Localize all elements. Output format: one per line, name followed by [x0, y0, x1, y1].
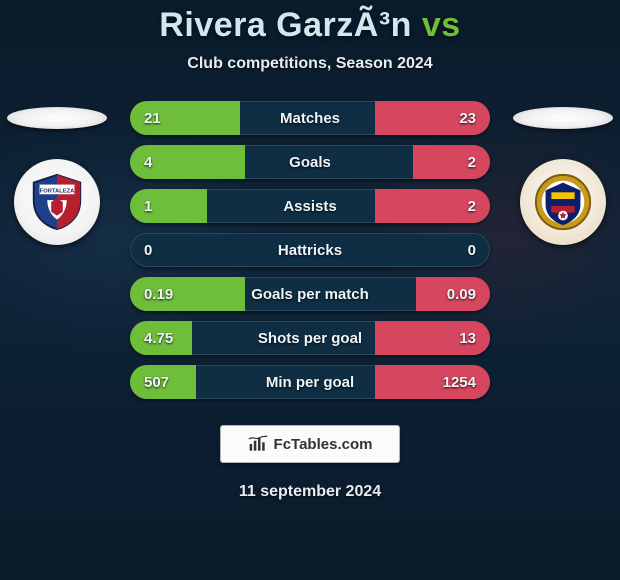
- vs-text: vs: [422, 6, 461, 44]
- brand-badge: FcTables.com: [220, 425, 400, 463]
- stat-row: 1Assists2: [130, 189, 490, 223]
- brand-text: FcTables.com: [274, 436, 373, 453]
- stat-right-value: 0.09: [442, 286, 490, 303]
- svg-text:FORTALEZA: FORTALEZA: [40, 188, 75, 194]
- stat-label: Shots per goal: [178, 330, 442, 347]
- stat-row: 4.75Shots per goal13: [130, 321, 490, 355]
- stat-right-value: 0: [442, 242, 490, 259]
- player1-avatar-placeholder: [7, 107, 107, 129]
- deportivo-pasto-crest-icon: [532, 171, 594, 233]
- stat-left-value: 1: [130, 198, 178, 215]
- player1-club-crest: FORTALEZA: [14, 159, 100, 245]
- page-title: Rivera GarzÃ³n vs: [159, 6, 460, 45]
- fortaleza-crest-icon: FORTALEZA: [26, 171, 88, 233]
- stat-label: Goals: [178, 154, 442, 171]
- stat-left-value: 4: [130, 154, 178, 171]
- player2-avatar-placeholder: [513, 107, 613, 129]
- stat-label: Assists: [178, 198, 442, 215]
- stat-left-value: 507: [130, 374, 178, 391]
- stat-bars: 21Matches234Goals21Assists20Hattricks00.…: [130, 101, 490, 399]
- stat-row: 507Min per goal1254: [130, 365, 490, 399]
- stat-row: 4Goals2: [130, 145, 490, 179]
- stat-label: Matches: [178, 110, 442, 127]
- stat-left-value: 0: [130, 242, 178, 259]
- stat-right-value: 13: [442, 330, 490, 347]
- player1-name: Rivera GarzÃ³n: [159, 6, 412, 44]
- stat-row: 21Matches23: [130, 101, 490, 135]
- right-side: [508, 101, 618, 245]
- comparison-panel: FORTALEZA 21Matches234Goals21Assists20Ha…: [0, 101, 620, 399]
- stat-right-value: 2: [442, 198, 490, 215]
- stat-left-value: 0.19: [130, 286, 178, 303]
- left-side: FORTALEZA: [2, 101, 112, 245]
- footer-date: 11 september 2024: [239, 483, 381, 501]
- stat-right-value: 23: [442, 110, 490, 127]
- stat-left-value: 4.75: [130, 330, 178, 347]
- stat-right-value: 1254: [442, 374, 490, 391]
- stat-label: Min per goal: [178, 374, 442, 391]
- player2-club-crest: [520, 159, 606, 245]
- stat-label: Hattricks: [178, 242, 442, 259]
- stat-right-value: 2: [442, 154, 490, 171]
- bar-chart-icon: [248, 434, 268, 454]
- stat-label: Goals per match: [178, 286, 442, 303]
- stat-row: 0Hattricks0: [130, 233, 490, 267]
- stat-row: 0.19Goals per match0.09: [130, 277, 490, 311]
- subtitle: Club competitions, Season 2024: [187, 55, 432, 73]
- stat-left-value: 21: [130, 110, 178, 127]
